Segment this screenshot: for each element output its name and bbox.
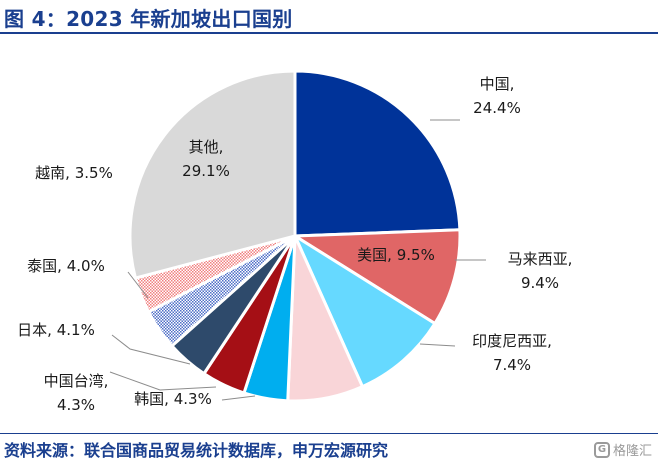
slice-label-name-malaysia: 马来西亚,	[508, 250, 573, 268]
slice-label-malaysia: 马来西亚, 9.4%	[508, 250, 573, 292]
title-bar: 图 4：2023 年新加坡出口国别	[0, 0, 658, 34]
gelonghui-logo-icon: G	[593, 441, 610, 458]
leader-line-thailand	[127, 271, 149, 299]
slice-label-name-china: 中国,	[480, 75, 515, 93]
slice-label-thailand: 泰国, 4.0%	[27, 257, 105, 275]
pie-chart: 中国, 24.4% 美国, 9.5% 马来西亚, 9.4% 印度尼西亚, 7.4% 韩国, 4…	[0, 34, 658, 432]
slice-label-name-others: 其他,	[189, 138, 224, 156]
leader-line-indonesia	[419, 343, 456, 347]
slice-label-indonesia: 印度尼西亚, 7.4%	[472, 332, 552, 374]
source-note: 资料来源：联合国商品贸易统计数据库，申万宏源研究	[4, 441, 389, 460]
slice-label-value-indonesia: 7.4%	[493, 356, 531, 374]
title-divider	[0, 32, 658, 34]
slice-label-others: 其他, 29.1%	[182, 138, 230, 180]
slice-label-value-malaysia: 9.4%	[521, 274, 559, 292]
slice-label-name-taiwan: 中国台湾,	[44, 372, 109, 390]
footer-divider	[0, 433, 658, 434]
slice-label-value-china: 24.4%	[473, 99, 521, 117]
pie-slice-china	[293, 69, 462, 238]
slice-label-vietnam: 越南, 3.5%	[35, 164, 113, 182]
slice-label-japan: 日本, 4.1%	[17, 321, 95, 339]
leader-line-japan	[111, 334, 191, 365]
slice-labels: 中国, 24.4% 美国, 9.5% 马来西亚, 9.4% 印度尼西亚, 7.4% 韩国, 4…	[17, 75, 572, 414]
slice-label-korea: 韩国, 4.3%	[134, 390, 212, 408]
watermark-text: 格隆汇	[612, 444, 652, 459]
slice-label-value-taiwan: 4.3%	[57, 396, 95, 414]
watermark: G 格隆汇	[593, 440, 652, 459]
pie-chart-svg: 中国, 24.4% 美国, 9.5% 马来西亚, 9.4% 印度尼西亚, 7.4% 韩国, 4…	[17, 69, 572, 414]
slice-label-value-others: 29.1%	[182, 162, 230, 180]
slice-label-taiwan: 中国台湾, 4.3%	[44, 372, 109, 414]
leader-line-korea	[221, 395, 256, 401]
slice-label-china: 中国, 24.4%	[473, 75, 521, 117]
pie-slice-malaysia	[291, 232, 437, 389]
chart-title: 图 4：2023 年新加坡出口国别	[4, 7, 293, 31]
leader-lines	[109, 119, 486, 401]
slice-label-usa: 美国, 9.5%	[357, 246, 435, 264]
slice-label-name-indonesia: 印度尼西亚,	[472, 332, 552, 350]
pie-slice-others	[128, 69, 297, 280]
pie-slices	[128, 69, 462, 403]
leader-line-taiwan	[109, 371, 217, 391]
pie-slice-usa	[290, 228, 462, 326]
